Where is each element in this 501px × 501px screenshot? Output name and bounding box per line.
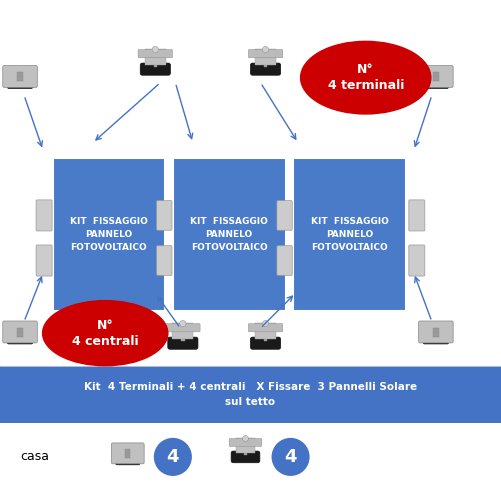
Bar — [173, 158, 286, 311]
FancyBboxPatch shape — [229, 438, 262, 446]
FancyBboxPatch shape — [36, 200, 52, 231]
Text: N°
4 terminali: N° 4 terminali — [328, 63, 404, 92]
Circle shape — [152, 47, 158, 53]
FancyBboxPatch shape — [255, 324, 276, 339]
Bar — [181, 329, 185, 341]
FancyBboxPatch shape — [7, 334, 33, 344]
Circle shape — [272, 438, 310, 476]
FancyBboxPatch shape — [250, 337, 281, 349]
FancyBboxPatch shape — [277, 200, 292, 230]
Bar — [433, 328, 438, 337]
FancyBboxPatch shape — [157, 200, 172, 230]
Circle shape — [242, 435, 248, 441]
Text: Kit  4 Terminali + 4 centrali   X Fissare  3 Pannelli Solare
sul tetto: Kit 4 Terminali + 4 centrali X Fissare 3… — [84, 382, 417, 407]
Circle shape — [154, 438, 192, 476]
FancyBboxPatch shape — [250, 63, 281, 75]
FancyBboxPatch shape — [248, 50, 283, 58]
Text: 4: 4 — [167, 448, 179, 466]
FancyBboxPatch shape — [423, 334, 449, 344]
Bar — [0, 366, 501, 423]
Bar — [18, 72, 23, 81]
FancyBboxPatch shape — [111, 443, 144, 464]
FancyBboxPatch shape — [166, 324, 200, 332]
Text: KIT  FISSAGGIO
PANNELO
FOTOVOLTAICO: KIT FISSAGGIO PANNELO FOTOVOLTAICO — [190, 216, 268, 252]
Bar — [244, 444, 247, 454]
FancyBboxPatch shape — [277, 245, 292, 276]
FancyBboxPatch shape — [157, 245, 172, 276]
FancyBboxPatch shape — [3, 321, 38, 343]
Ellipse shape — [301, 42, 431, 114]
Bar — [153, 55, 157, 67]
Bar — [18, 328, 23, 337]
Bar — [53, 158, 165, 311]
Bar — [293, 158, 406, 311]
FancyBboxPatch shape — [7, 79, 33, 88]
Circle shape — [263, 321, 269, 327]
Bar — [433, 72, 438, 81]
FancyBboxPatch shape — [409, 200, 425, 231]
FancyBboxPatch shape — [419, 66, 453, 87]
FancyBboxPatch shape — [168, 337, 198, 349]
FancyBboxPatch shape — [3, 66, 38, 87]
FancyBboxPatch shape — [423, 79, 449, 88]
Text: KIT  FISSAGGIO
PANNELO
FOTOVOLTAICO: KIT FISSAGGIO PANNELO FOTOVOLTAICO — [311, 216, 388, 252]
Circle shape — [263, 47, 269, 53]
Bar — [125, 449, 130, 458]
FancyBboxPatch shape — [140, 63, 170, 75]
Bar — [264, 55, 268, 67]
Text: 4: 4 — [285, 448, 297, 466]
Text: KIT  FISSAGGIO
PANNELO
FOTOVOLTAICO: KIT FISSAGGIO PANNELO FOTOVOLTAICO — [70, 216, 148, 252]
FancyBboxPatch shape — [231, 451, 260, 463]
FancyBboxPatch shape — [138, 50, 172, 58]
FancyBboxPatch shape — [255, 50, 276, 65]
FancyBboxPatch shape — [36, 245, 52, 276]
FancyBboxPatch shape — [172, 324, 193, 339]
FancyBboxPatch shape — [409, 245, 425, 276]
FancyBboxPatch shape — [235, 438, 256, 453]
Ellipse shape — [43, 301, 168, 366]
Circle shape — [180, 321, 186, 327]
Bar — [264, 329, 268, 341]
FancyBboxPatch shape — [419, 321, 453, 343]
FancyBboxPatch shape — [116, 455, 140, 465]
Text: N°
4 centrali: N° 4 centrali — [72, 319, 138, 348]
FancyBboxPatch shape — [145, 50, 166, 65]
FancyBboxPatch shape — [248, 324, 283, 332]
Text: casa: casa — [20, 450, 49, 463]
